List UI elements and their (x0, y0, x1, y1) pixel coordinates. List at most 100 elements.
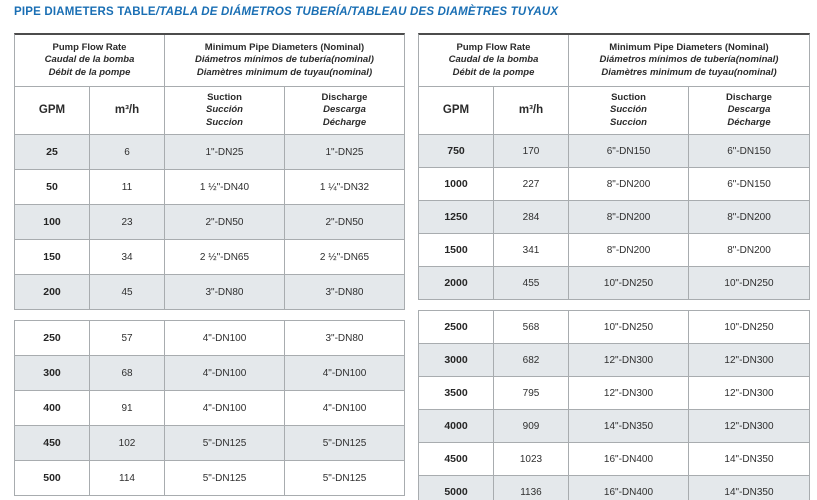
cell-m3h: 170 (494, 135, 569, 167)
suction-column-header: Suction Succión Succion (569, 87, 689, 134)
cell-discharge: 6"-DN150 (727, 145, 771, 157)
cell-discharge: 2 ½"-DN65 (319, 251, 370, 263)
cell-discharge: 2"-DN50 (325, 216, 364, 228)
cell-m3h: 68 (90, 356, 165, 390)
cell-suction: 6"-DN150 (569, 135, 689, 167)
pipe-group-label-en: Minimum Pipe Diameters (Nominal) (204, 41, 365, 53)
cell-m3h: 568 (494, 311, 569, 343)
cell-gpm: 1500 (419, 234, 494, 266)
cell-discharge: 12"-DN300 (724, 420, 774, 432)
group-header-row: Pump Flow Rate Caudal de la bomba Débit … (15, 35, 404, 87)
cell-discharge: 4"-DN100 (322, 367, 367, 379)
pipe-group-label-es: Diámetros mínimos de tubería(nominal) (195, 54, 374, 66)
flow-group-label-fr: Débit de la pompe (48, 66, 131, 78)
cell-suction: 12"-DN300 (569, 344, 689, 376)
table-row: 500 114 5"-DN125 5"-DN125 (15, 461, 404, 495)
cell-gpm: 150 (15, 240, 90, 274)
cell-discharge: 12"-DN300 (724, 387, 774, 399)
cell-suction: 5"-DN125 (165, 461, 285, 495)
pipe-group-label-fr: Diamètres minimum de tuyau(nominal) (601, 66, 777, 78)
cell-suction: 16"-DN400 (569, 476, 689, 500)
cell-gpm: 450 (15, 426, 90, 460)
cell-m3h: 114 (90, 461, 165, 495)
cell-m3h: 102 (90, 426, 165, 460)
table-row: 3000 682 12"-DN300 12"-DN300 (419, 344, 809, 377)
flow-group-label-fr: Débit de la pompe (452, 66, 535, 78)
cell-m3h: 57 (90, 321, 165, 355)
cell-discharge: 5"-DN125 (322, 472, 367, 484)
cell-discharge: 10"-DN250 (724, 321, 774, 333)
cell-suction: 2"-DN50 (165, 205, 285, 239)
group-header-row: Pump Flow Rate Caudal de la bomba Débit … (419, 35, 809, 87)
table-row: 200 45 3"-DN80 3"-DN80 (15, 275, 404, 310)
gpm-column-header: GPM (15, 87, 90, 134)
suction-column-header: Suction Succión Succion (165, 87, 285, 134)
page-title-translations: /TABLA DE DIÁMETROS TUBERÍA/TABLEAU DES … (155, 6, 559, 18)
table-row: 2000 455 10"-DN250 10"-DN250 (419, 267, 809, 300)
cell-suction: 10"-DN250 (569, 267, 689, 299)
cell-m3h: 341 (494, 234, 569, 266)
cell-discharge: 1 ¼"-DN32 (319, 181, 370, 193)
cell-gpm: 250 (15, 321, 90, 355)
discharge-column-header: Discharge Descarga Décharge (726, 91, 772, 128)
flow-group-label-es: Caudal de la bomba (44, 54, 135, 66)
pipe-diameters-table-right: Pump Flow Rate Caudal de la bomba Débit … (418, 33, 810, 500)
cell-suction: 5"-DN125 (165, 426, 285, 460)
table-row: 100 23 2"-DN50 2"-DN50 (15, 205, 404, 240)
cell-suction: 14"-DN350 (569, 410, 689, 442)
cell-m3h: 284 (494, 201, 569, 233)
cell-gpm: 25 (15, 135, 90, 169)
cell-discharge: 8"-DN200 (727, 211, 771, 223)
table-row: 25 6 1"-DN25 1"-DN25 (15, 135, 404, 170)
cell-m3h: 91 (90, 391, 165, 425)
table-row: 4000 909 14"-DN350 12"-DN300 (419, 410, 809, 443)
table-row: 250 57 4"-DN100 3"-DN80 (15, 321, 404, 356)
cell-m3h: 34 (90, 240, 165, 274)
discharge-column-header: Discharge Descarga Décharge (321, 91, 368, 128)
cell-gpm: 100 (15, 205, 90, 239)
cell-discharge: 5"-DN125 (322, 437, 367, 449)
pipe-group-label-fr: Diamètres minimum de tuyau(nominal) (196, 66, 373, 78)
table-row: 300 68 4"-DN100 4"-DN100 (15, 356, 404, 391)
cell-suction: 4"-DN100 (165, 356, 285, 390)
cell-gpm: 3000 (419, 344, 494, 376)
cell-suction: 8"-DN200 (569, 201, 689, 233)
cell-m3h: 455 (494, 267, 569, 299)
table-row: 1500 341 8"-DN200 8"-DN200 (419, 234, 809, 267)
pipe-diameters-table-left: Pump Flow Rate Caudal de la bomba Débit … (14, 33, 405, 496)
table-row: 1000 227 8"-DN200 6"-DN150 (419, 168, 809, 201)
cell-gpm: 750 (419, 135, 494, 167)
cell-gpm: 2500 (419, 311, 494, 343)
flow-group-label-es: Caudal de la bomba (448, 54, 539, 66)
cell-discharge: 3"-DN80 (325, 332, 364, 344)
pipe-diameters-group-header: Minimum Pipe Diameters (Nominal) Diámetr… (165, 35, 404, 86)
cell-suction: 4"-DN100 (165, 321, 285, 355)
cell-gpm: 200 (15, 275, 90, 309)
table-row: 50 11 1 ½"-DN40 1 ¼"-DN32 (15, 170, 404, 205)
cell-gpm: 2000 (419, 267, 494, 299)
cell-m3h: 6 (90, 135, 165, 169)
section-gap (418, 300, 810, 311)
table-row: 1250 284 8"-DN200 8"-DN200 (419, 201, 809, 234)
cell-discharge: 10"-DN250 (724, 277, 774, 289)
flow-rate-group-header: Pump Flow Rate Caudal de la bomba Débit … (15, 35, 165, 86)
cell-m3h: 795 (494, 377, 569, 409)
cell-gpm: 50 (15, 170, 90, 204)
m3h-column-header: m³/h (494, 87, 569, 134)
table-row: 3500 795 12"-DN300 12"-DN300 (419, 377, 809, 410)
cell-discharge: 6"-DN150 (727, 178, 771, 190)
cell-gpm: 1250 (419, 201, 494, 233)
pipe-diameters-group-header: Minimum Pipe Diameters (Nominal) Diámetr… (569, 35, 809, 86)
cell-m3h: 909 (494, 410, 569, 442)
page-title-english: PIPE DIAMETERS TABLE (14, 6, 156, 18)
cell-suction: 4"-DN100 (165, 391, 285, 425)
flow-rate-group-header: Pump Flow Rate Caudal de la bomba Débit … (419, 35, 569, 86)
cell-gpm: 400 (15, 391, 90, 425)
cell-suction: 12"-DN300 (569, 377, 689, 409)
flow-group-label-en: Pump Flow Rate (52, 41, 127, 53)
cell-suction: 3"-DN80 (165, 275, 285, 309)
table-row: 750 170 6"-DN150 6"-DN150 (419, 135, 809, 168)
cell-suction: 8"-DN200 (569, 234, 689, 266)
table-row: 450 102 5"-DN125 5"-DN125 (15, 426, 404, 461)
